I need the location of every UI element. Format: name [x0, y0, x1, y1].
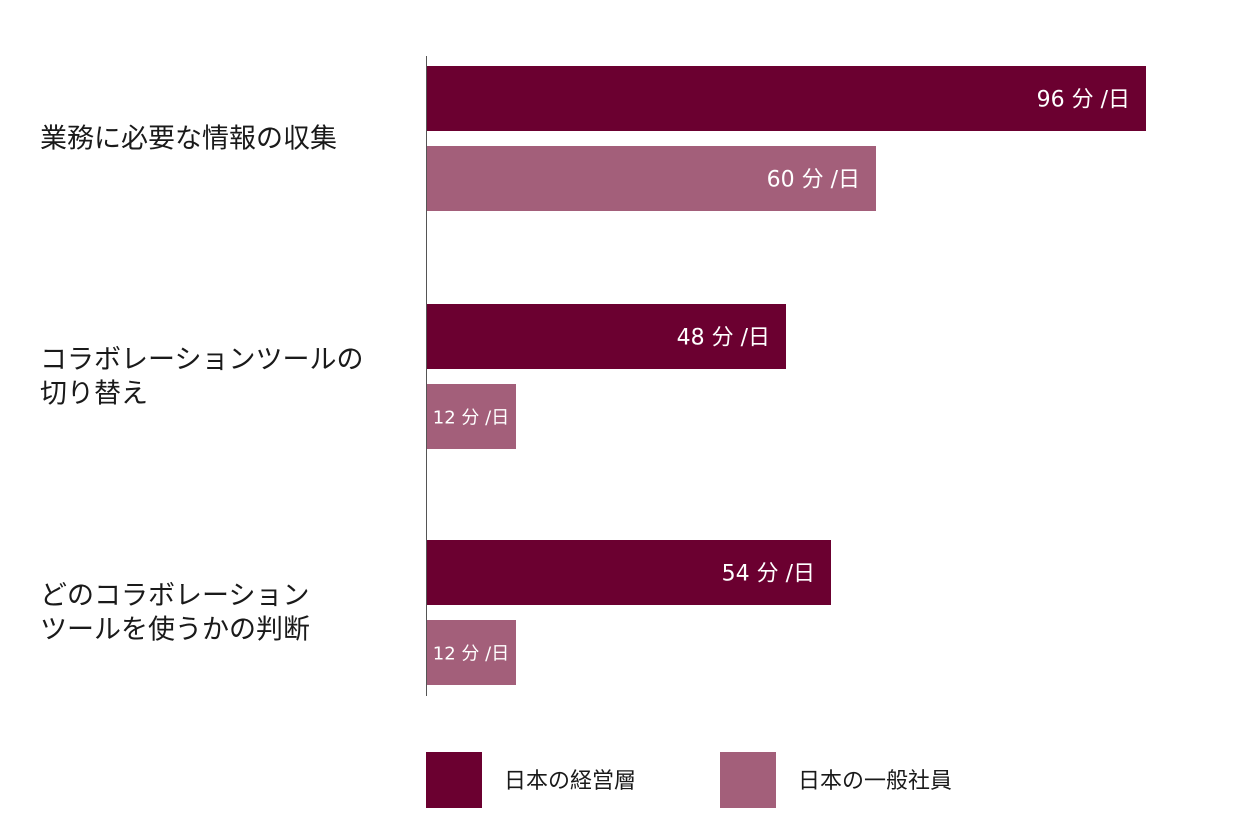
bar [426, 146, 876, 211]
bar [426, 66, 1146, 131]
bar-value-label: 96 分 /日 [1037, 88, 1130, 113]
legend-label: 日本の一般社員 [798, 769, 952, 794]
category-label-line: コラボレーションツールの [40, 345, 363, 376]
legend-swatch [426, 752, 482, 808]
legend-swatch [720, 752, 776, 808]
category-label-line: ツールを使うかの判断 [40, 615, 310, 646]
category-label-line: 切り替え [40, 379, 148, 410]
bar-value-label: 12 分 /日 [433, 644, 509, 665]
bars: 96 分 /日 60 分 /日 48 分 /日 12 分 /日 54 分 /日 12 分 … [426, 66, 1146, 685]
category-label: コラボレーションツールの切り替え [40, 345, 363, 410]
category-label: どのコラボレーションツールを使うかの判断 [40, 581, 310, 646]
bar-value-label: 48 分 /日 [677, 326, 770, 351]
bar [426, 384, 516, 449]
bar-value-label: 54 分 /日 [722, 562, 815, 587]
bar-value-label: 60 分 /日 [767, 168, 860, 193]
legend: 日本の経営層 日本の一般社員 [426, 752, 952, 808]
category-label: 業務に必要な情報の収集 [40, 124, 337, 155]
legend-label: 日本の経営層 [504, 769, 636, 794]
bar [426, 540, 831, 605]
bar [426, 620, 516, 685]
category-labels: 業務に必要な情報の収集コラボレーションツールの切り替えどのコラボレーションツール… [40, 124, 363, 646]
bar [426, 304, 786, 369]
category-label-line: 業務に必要な情報の収集 [40, 124, 337, 155]
category-label-line: どのコラボレーション [40, 581, 309, 612]
bar-value-label: 12 分 /日 [433, 408, 509, 429]
